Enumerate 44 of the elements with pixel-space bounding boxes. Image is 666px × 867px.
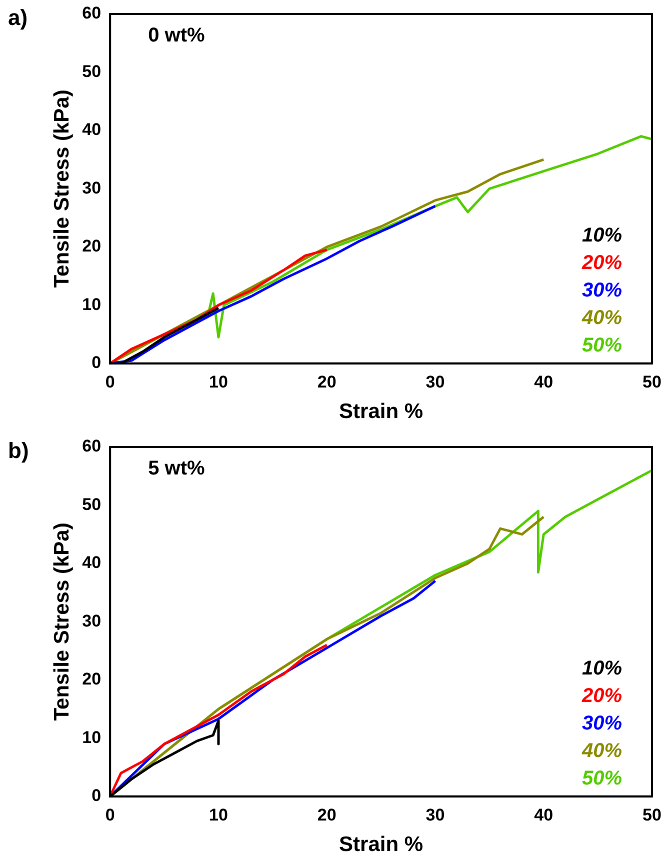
x-tick-label: 20 bbox=[317, 805, 336, 824]
y-tick-label: 60 bbox=[82, 4, 102, 23]
text: 10% bbox=[582, 224, 622, 246]
y-tick-label: 40 bbox=[82, 553, 102, 572]
x-tick-label: 20 bbox=[317, 372, 336, 392]
annotation: 5 wt% bbox=[148, 458, 206, 480]
y-tick-label: 10 bbox=[82, 294, 102, 314]
y-tick-label: 30 bbox=[82, 178, 102, 198]
text: 40% bbox=[580, 740, 622, 762]
y-tick-label: 50 bbox=[82, 62, 102, 81]
chart-title: b) bbox=[8, 438, 29, 464]
chart-title: a) bbox=[8, 5, 28, 30]
text: 20% bbox=[580, 252, 622, 274]
text: 30% bbox=[582, 279, 622, 302]
y-tick-label: 0 bbox=[92, 353, 102, 372]
y-tick-label: 20 bbox=[82, 670, 102, 689]
y-axis-title: Tensile Stress (kPa) bbox=[50, 522, 74, 721]
x-tick-label: 0 bbox=[105, 372, 115, 392]
text: 30% bbox=[582, 712, 622, 734]
x-tick-label: 30 bbox=[426, 372, 445, 392]
y-tick-label: 50 bbox=[82, 494, 102, 514]
y-tick-label: 60 bbox=[82, 436, 102, 456]
x-tick-label: 0 bbox=[105, 805, 115, 824]
y-tick-label: 20 bbox=[82, 236, 102, 256]
x-tick-label: 40 bbox=[534, 372, 554, 392]
y-axis-title: Tensile Stress (kPa) bbox=[50, 90, 74, 288]
x-axis-title: Strain % bbox=[339, 400, 424, 424]
y-tick-label: 0 bbox=[92, 786, 102, 806]
x-axis-title: Strain % bbox=[339, 833, 424, 856]
text: 20% bbox=[580, 684, 622, 707]
y-tick-label: 10 bbox=[82, 728, 102, 747]
x-tick-label: 30 bbox=[426, 805, 445, 824]
x-tick-label: 50 bbox=[642, 805, 662, 824]
text: 50% bbox=[582, 767, 622, 790]
text: 10% bbox=[582, 657, 622, 680]
text: 50% bbox=[582, 334, 622, 356]
annotation: 0 wt% bbox=[148, 24, 206, 47]
x-tick-label: 50 bbox=[642, 372, 662, 392]
x-tick-label: 40 bbox=[534, 805, 554, 824]
y-tick-label: 30 bbox=[82, 611, 102, 630]
y-tick-label: 40 bbox=[82, 120, 102, 140]
x-tick-label: 10 bbox=[209, 805, 228, 824]
text: 40% bbox=[580, 306, 622, 329]
x-tick-label: 10 bbox=[209, 372, 228, 392]
